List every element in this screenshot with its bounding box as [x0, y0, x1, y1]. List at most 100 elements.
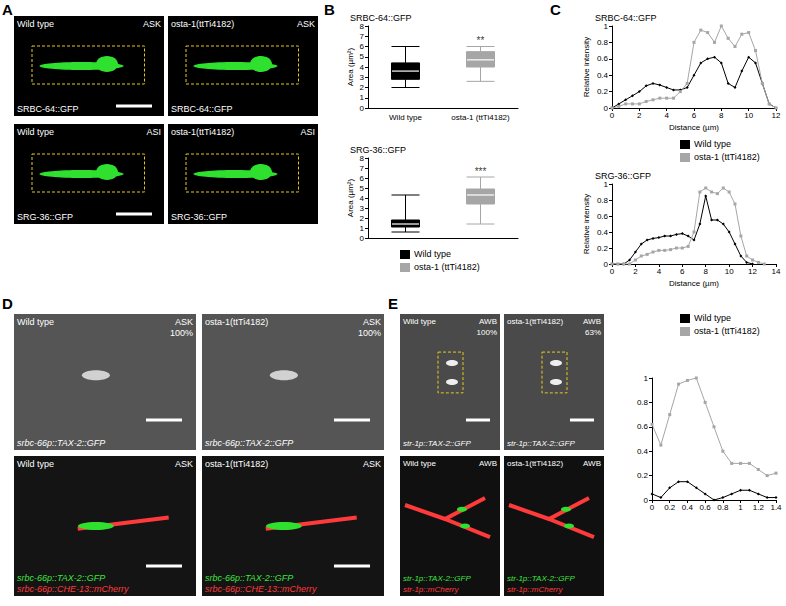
svg-text:Wild type: Wild type [403, 317, 436, 326]
svg-text:Wild type: Wild type [694, 139, 731, 149]
svg-text:6: 6 [692, 111, 697, 120]
svg-text:3: 3 [360, 73, 365, 82]
svg-text:1: 1 [644, 374, 649, 383]
svg-text:100%: 100% [358, 328, 381, 338]
svg-text:SRG-36::GFP: SRG-36::GFP [171, 212, 227, 222]
svg-text:A: A [2, 1, 13, 18]
svg-text:0.2: 0.2 [664, 503, 676, 512]
svg-text:0.8: 0.8 [597, 38, 609, 47]
svg-text:ASK: ASK [363, 317, 381, 327]
svg-text:SRBC-64::GFP: SRBC-64::GFP [595, 13, 657, 23]
svg-text:0.8: 0.8 [717, 503, 729, 512]
svg-text:6: 6 [360, 42, 365, 51]
svg-text:ASK: ASK [297, 19, 315, 29]
svg-text:0: 0 [604, 104, 609, 113]
svg-text:srbc-66p::CHE-13::mCherry: srbc-66p::CHE-13::mCherry [17, 584, 129, 594]
svg-text:14: 14 [772, 267, 781, 276]
svg-text:osta-1(ttTi4182): osta-1(ttTi4182) [507, 317, 564, 326]
svg-text:7: 7 [360, 32, 365, 41]
svg-text:E: E [388, 295, 398, 312]
svg-text:1.4: 1.4 [770, 503, 782, 512]
svg-text:***: *** [475, 166, 487, 177]
svg-text:ASI: ASI [300, 127, 315, 137]
svg-text:osta-1 (ttTi4182): osta-1 (ttTi4182) [414, 262, 480, 272]
svg-text:ASK: ASK [363, 459, 381, 469]
svg-text:0.4: 0.4 [637, 447, 649, 456]
svg-text:1: 1 [738, 503, 743, 512]
svg-text:srbc-66p::TAX-2::GFP: srbc-66p::TAX-2::GFP [205, 438, 293, 448]
svg-text:osta-1 (ttTi4182): osta-1 (ttTi4182) [451, 113, 510, 122]
svg-text:osta-1 (ttTi4182): osta-1 (ttTi4182) [694, 152, 760, 162]
svg-text:srbc-66p::TAX-2::GFP: srbc-66p::TAX-2::GFP [17, 438, 105, 448]
svg-text:Relative intensity: Relative intensity [582, 37, 591, 97]
svg-text:SRBC-64::GFP: SRBC-64::GFP [350, 13, 412, 23]
svg-text:0: 0 [360, 234, 365, 243]
svg-text:8: 8 [719, 111, 724, 120]
svg-text:ASK: ASK [175, 459, 193, 469]
svg-text:5: 5 [360, 52, 365, 61]
svg-text:C: C [550, 1, 561, 18]
svg-text:0: 0 [644, 496, 649, 505]
svg-text:0.4: 0.4 [597, 228, 609, 237]
svg-text:7: 7 [360, 164, 365, 173]
svg-text:4: 4 [360, 63, 365, 72]
svg-text:0.6: 0.6 [597, 54, 609, 63]
svg-text:AWB: AWB [479, 317, 497, 326]
svg-text:1: 1 [360, 224, 365, 233]
svg-text:4: 4 [664, 111, 669, 120]
svg-text:0.2: 0.2 [597, 244, 609, 253]
svg-text:osta-1(ttTi4182): osta-1(ttTi4182) [171, 127, 234, 137]
svg-text:8: 8 [360, 154, 365, 163]
svg-text:10: 10 [725, 267, 734, 276]
svg-text:osta-1(ttTi4182): osta-1(ttTi4182) [507, 459, 564, 468]
svg-text:10: 10 [744, 111, 753, 120]
svg-text:Wild type: Wild type [17, 459, 54, 469]
svg-text:3: 3 [360, 204, 365, 213]
svg-text:Wild type: Wild type [694, 313, 731, 323]
svg-text:8: 8 [703, 267, 708, 276]
svg-text:0.8: 0.8 [597, 196, 609, 205]
svg-text:100%: 100% [477, 328, 497, 337]
svg-text:str-1p::TAX-2::GFP: str-1p::TAX-2::GFP [507, 574, 575, 583]
svg-text:**: ** [477, 35, 485, 46]
svg-text:6: 6 [360, 174, 365, 183]
svg-text:0.8: 0.8 [637, 398, 649, 407]
svg-text:osta-1(ttTi4182): osta-1(ttTi4182) [205, 317, 268, 327]
svg-text:0: 0 [650, 503, 655, 512]
svg-text:SRBC-64::GFP: SRBC-64::GFP [171, 104, 233, 114]
svg-text:0.2: 0.2 [597, 87, 609, 96]
svg-text:ASK: ASK [175, 317, 193, 327]
svg-text:AWB: AWB [583, 317, 601, 326]
svg-text:str-1p::TAX-2::GFP: str-1p::TAX-2::GFP [403, 574, 471, 583]
svg-text:Area (µm²): Area (µm²) [346, 47, 355, 86]
svg-text:Distance (µm): Distance (µm) [669, 123, 719, 132]
svg-text:2: 2 [633, 267, 638, 276]
svg-text:Wild type: Wild type [389, 113, 422, 122]
svg-text:osta-1(ttTi4182): osta-1(ttTi4182) [205, 459, 268, 469]
svg-text:Wild type: Wild type [403, 459, 436, 468]
svg-text:1: 1 [604, 180, 609, 189]
svg-text:Area (µm²): Area (µm²) [346, 178, 355, 217]
svg-text:Wild type: Wild type [17, 19, 54, 29]
svg-text:str-1p::mCherry: str-1p::mCherry [507, 585, 563, 594]
svg-text:0.6: 0.6 [637, 422, 649, 431]
svg-text:1.2: 1.2 [753, 503, 765, 512]
svg-text:100%: 100% [170, 328, 193, 338]
svg-text:0.6: 0.6 [700, 503, 712, 512]
svg-text:str-1p::mCherry: str-1p::mCherry [403, 585, 459, 594]
svg-text:2: 2 [637, 111, 642, 120]
svg-text:Relative intensity: Relative intensity [582, 194, 591, 254]
svg-text:12: 12 [748, 267, 757, 276]
svg-text:0.4: 0.4 [597, 71, 609, 80]
svg-text:ASK: ASK [143, 19, 161, 29]
svg-text:Distance (µm): Distance (µm) [669, 279, 719, 288]
svg-text:AWB: AWB [479, 459, 497, 468]
svg-text:2: 2 [360, 214, 365, 223]
svg-text:4: 4 [360, 194, 365, 203]
svg-text:Wild type: Wild type [17, 127, 54, 137]
svg-text:0.2: 0.2 [637, 471, 649, 480]
svg-text:Wild type: Wild type [17, 317, 54, 327]
svg-text:SRG-36::GFP: SRG-36::GFP [595, 171, 651, 181]
svg-text:2: 2 [360, 83, 365, 92]
svg-text:63%: 63% [585, 328, 601, 337]
